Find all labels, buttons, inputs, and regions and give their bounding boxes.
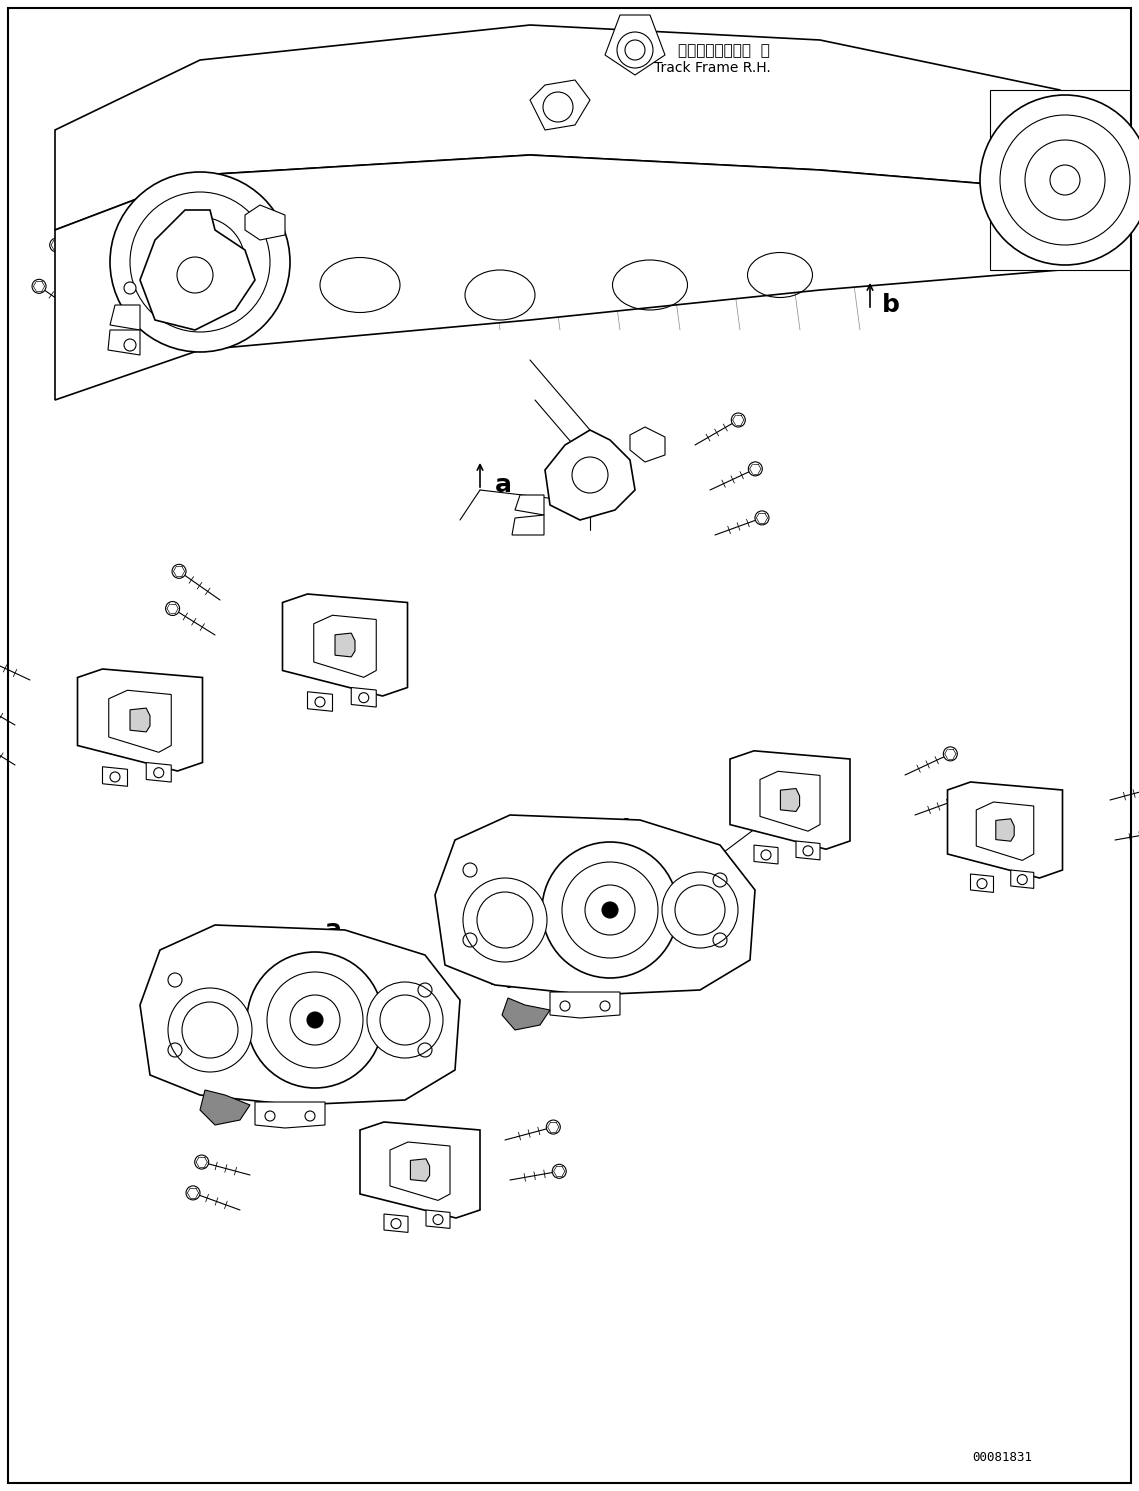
Polygon shape: [103, 766, 128, 786]
Polygon shape: [426, 1211, 450, 1229]
Text: トラックフレーム  右: トラックフレーム 右: [678, 43, 770, 58]
Polygon shape: [245, 204, 285, 240]
Circle shape: [110, 171, 290, 352]
Polygon shape: [605, 15, 665, 75]
Text: Bogie: Bogie: [215, 1090, 251, 1103]
Polygon shape: [351, 687, 376, 707]
Polygon shape: [970, 874, 993, 893]
Polygon shape: [255, 1102, 325, 1129]
Polygon shape: [140, 210, 255, 330]
Polygon shape: [780, 789, 800, 811]
Polygon shape: [754, 845, 778, 863]
Text: ボギー−: ボギー−: [490, 947, 523, 960]
Polygon shape: [530, 81, 590, 130]
Polygon shape: [1010, 871, 1034, 889]
Polygon shape: [796, 841, 820, 860]
Circle shape: [731, 413, 745, 426]
Circle shape: [980, 95, 1139, 265]
Circle shape: [755, 511, 769, 525]
Polygon shape: [77, 669, 203, 771]
Polygon shape: [730, 751, 850, 850]
Polygon shape: [948, 781, 1063, 878]
Polygon shape: [550, 992, 620, 1018]
Circle shape: [167, 989, 252, 1072]
Circle shape: [186, 1185, 200, 1200]
Circle shape: [954, 790, 969, 805]
Polygon shape: [502, 997, 550, 1030]
Circle shape: [603, 902, 618, 918]
Circle shape: [50, 239, 64, 252]
Circle shape: [308, 1012, 323, 1027]
Polygon shape: [384, 1214, 408, 1233]
Circle shape: [462, 878, 547, 962]
Text: 00081831: 00081831: [973, 1451, 1032, 1464]
Circle shape: [617, 31, 653, 69]
Polygon shape: [146, 762, 171, 783]
Text: b: b: [622, 819, 640, 842]
Polygon shape: [200, 1090, 249, 1126]
Circle shape: [542, 842, 678, 978]
Text: b: b: [882, 294, 900, 318]
Circle shape: [165, 601, 180, 616]
Circle shape: [748, 462, 762, 476]
Polygon shape: [335, 634, 355, 658]
Text: a: a: [495, 473, 513, 497]
Circle shape: [685, 839, 698, 853]
Polygon shape: [515, 495, 544, 514]
Circle shape: [32, 279, 46, 294]
Polygon shape: [110, 306, 140, 330]
Circle shape: [552, 1164, 566, 1178]
Polygon shape: [410, 1159, 429, 1181]
Circle shape: [172, 564, 186, 579]
Circle shape: [124, 282, 136, 294]
Polygon shape: [140, 924, 460, 1105]
Circle shape: [367, 983, 443, 1059]
Text: Track Frame R.H.: Track Frame R.H.: [654, 61, 771, 75]
Circle shape: [547, 1120, 560, 1135]
Text: ボギー−: ボギー−: [215, 1062, 248, 1075]
Polygon shape: [130, 708, 150, 732]
Polygon shape: [108, 330, 140, 355]
Circle shape: [124, 338, 136, 350]
Polygon shape: [308, 692, 333, 711]
Polygon shape: [435, 816, 755, 994]
Polygon shape: [513, 514, 544, 535]
Polygon shape: [55, 25, 1090, 230]
Circle shape: [662, 872, 738, 948]
Circle shape: [195, 1156, 208, 1169]
Polygon shape: [995, 819, 1014, 841]
Polygon shape: [282, 593, 408, 696]
Circle shape: [697, 872, 711, 887]
Circle shape: [247, 951, 383, 1088]
Polygon shape: [544, 429, 636, 520]
Bar: [990, 89, 1130, 270]
Text: a: a: [325, 918, 342, 942]
Polygon shape: [360, 1123, 480, 1218]
Polygon shape: [55, 155, 1060, 400]
Polygon shape: [630, 426, 665, 462]
Circle shape: [943, 747, 957, 760]
Text: Bogie: Bogie: [490, 975, 525, 989]
